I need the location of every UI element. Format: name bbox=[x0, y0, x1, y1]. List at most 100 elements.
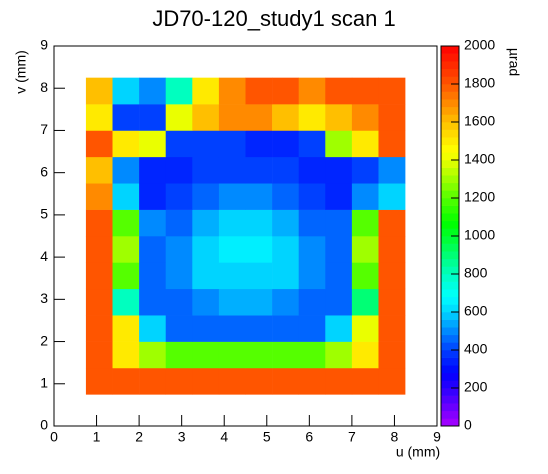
heatmap-cell bbox=[351, 288, 379, 316]
colorbar-tick-label: 0 bbox=[464, 417, 472, 433]
heatmap-cell bbox=[165, 183, 193, 210]
colorbar-tick-label: 2000 bbox=[464, 37, 495, 53]
colorbar-band bbox=[441, 388, 459, 396]
heatmap-cell bbox=[85, 104, 113, 131]
colorbar-band bbox=[441, 160, 459, 168]
colorbar-band bbox=[441, 243, 459, 252]
colorbar-band bbox=[441, 289, 459, 298]
heatmap-cell bbox=[139, 209, 167, 237]
heatmap-cell bbox=[139, 236, 167, 263]
colorbar-band bbox=[441, 129, 459, 138]
y-tick-label: 3 bbox=[40, 290, 48, 306]
colorbar-band bbox=[441, 68, 459, 77]
colorbar-band bbox=[441, 122, 459, 130]
heatmap-cell bbox=[85, 209, 113, 237]
y-tick-label: 2 bbox=[40, 332, 48, 348]
heatmap-cell bbox=[351, 77, 379, 105]
colorbar-band bbox=[441, 46, 459, 54]
heatmap-cell bbox=[85, 315, 113, 342]
heatmap-cell bbox=[139, 341, 167, 369]
heatmap-cell bbox=[272, 104, 299, 131]
x-tick-label: 5 bbox=[263, 429, 271, 445]
colorbar-band bbox=[441, 228, 459, 237]
x-tick-label: 6 bbox=[305, 429, 313, 445]
heatmap-cell bbox=[85, 236, 113, 263]
heatmap-cell bbox=[272, 262, 299, 290]
heatmap-cell bbox=[218, 77, 246, 105]
colorbar-band bbox=[441, 152, 459, 161]
heatmap-cell bbox=[165, 130, 193, 158]
chart-title: JD70-120_study1 scan 1 bbox=[152, 6, 395, 31]
heatmap-cell bbox=[325, 104, 353, 131]
heatmap-cell bbox=[245, 104, 273, 131]
heatmap-cell bbox=[245, 130, 273, 158]
heatmap-cell bbox=[298, 262, 326, 290]
y-tick-label: 5 bbox=[40, 206, 48, 222]
heatmap-cell bbox=[192, 262, 220, 290]
heatmap-cell bbox=[351, 367, 379, 395]
colorbar-band bbox=[441, 403, 459, 412]
heatmap-cell bbox=[351, 315, 379, 342]
y-axis-label: v (mm) bbox=[13, 50, 29, 94]
heatmap-cell bbox=[165, 315, 193, 342]
x-tick-label: 4 bbox=[220, 429, 228, 445]
heatmap-cell bbox=[351, 341, 379, 369]
heatmap-cell bbox=[272, 77, 299, 105]
colorbar-band bbox=[441, 53, 459, 62]
heatmap-cell bbox=[112, 156, 140, 184]
heatmap-cell bbox=[378, 156, 406, 184]
colorbar-band bbox=[441, 182, 459, 191]
colorbar-band bbox=[441, 395, 459, 404]
x-tick-label: 0 bbox=[50, 429, 58, 445]
colorbar-band bbox=[441, 274, 459, 282]
heatmap-cell bbox=[245, 183, 273, 210]
heatmap-cell bbox=[85, 262, 113, 290]
heatmap-cell bbox=[112, 288, 140, 316]
colorbar-band bbox=[441, 334, 459, 343]
colorbar-tick-label: 1200 bbox=[464, 189, 495, 205]
heatmap-cell bbox=[85, 156, 113, 184]
heatmap-cell bbox=[325, 77, 353, 105]
heatmap-cell bbox=[112, 367, 140, 395]
heatmap-cell bbox=[218, 315, 246, 342]
heatmap-cell bbox=[325, 130, 353, 158]
colorbar-tick-label: 1000 bbox=[464, 227, 495, 243]
colorbar-tick-label: 200 bbox=[464, 379, 488, 395]
heatmap-cell bbox=[192, 104, 220, 131]
heatmap-cell bbox=[192, 183, 220, 210]
x-tick-label: 8 bbox=[391, 429, 399, 445]
x-tick-label: 7 bbox=[348, 429, 356, 445]
heatmap-cell bbox=[378, 130, 406, 158]
x-tick-label: 1 bbox=[93, 429, 101, 445]
heatmap-cell bbox=[298, 315, 326, 342]
heatmap-cell bbox=[245, 262, 273, 290]
heatmap-cell bbox=[85, 341, 113, 369]
heatmap-cell bbox=[165, 77, 193, 105]
heatmap-cell bbox=[298, 209, 326, 237]
heatmap-cell bbox=[139, 183, 167, 210]
x-tick-label: 9 bbox=[433, 429, 441, 445]
y-tick-label: 1 bbox=[40, 374, 48, 390]
heatmap-cell bbox=[378, 367, 406, 395]
heatmap-cell bbox=[139, 315, 167, 342]
heatmap-cell bbox=[139, 77, 167, 105]
colorbar-band bbox=[441, 220, 459, 229]
heatmap-cell bbox=[218, 367, 246, 395]
colorbar-band bbox=[441, 99, 459, 108]
plot-frame bbox=[53, 45, 438, 427]
heatmap-cell bbox=[378, 104, 406, 131]
heatmap-cell bbox=[112, 183, 140, 210]
colorbar-band bbox=[441, 190, 459, 199]
heatmap-cell bbox=[192, 77, 220, 105]
colorbar-band bbox=[441, 175, 459, 184]
heatmap-cell bbox=[192, 209, 220, 237]
heatmap-cell bbox=[351, 156, 379, 184]
colorbar-band bbox=[441, 296, 459, 305]
heatmap-cell bbox=[245, 209, 273, 237]
heatmap-cell bbox=[218, 341, 246, 369]
heatmap-cell bbox=[272, 236, 299, 263]
heatmap-cell bbox=[378, 315, 406, 342]
heatmap-cell bbox=[192, 236, 220, 263]
heatmap-cell bbox=[245, 77, 273, 105]
colorbar-band bbox=[441, 357, 459, 366]
